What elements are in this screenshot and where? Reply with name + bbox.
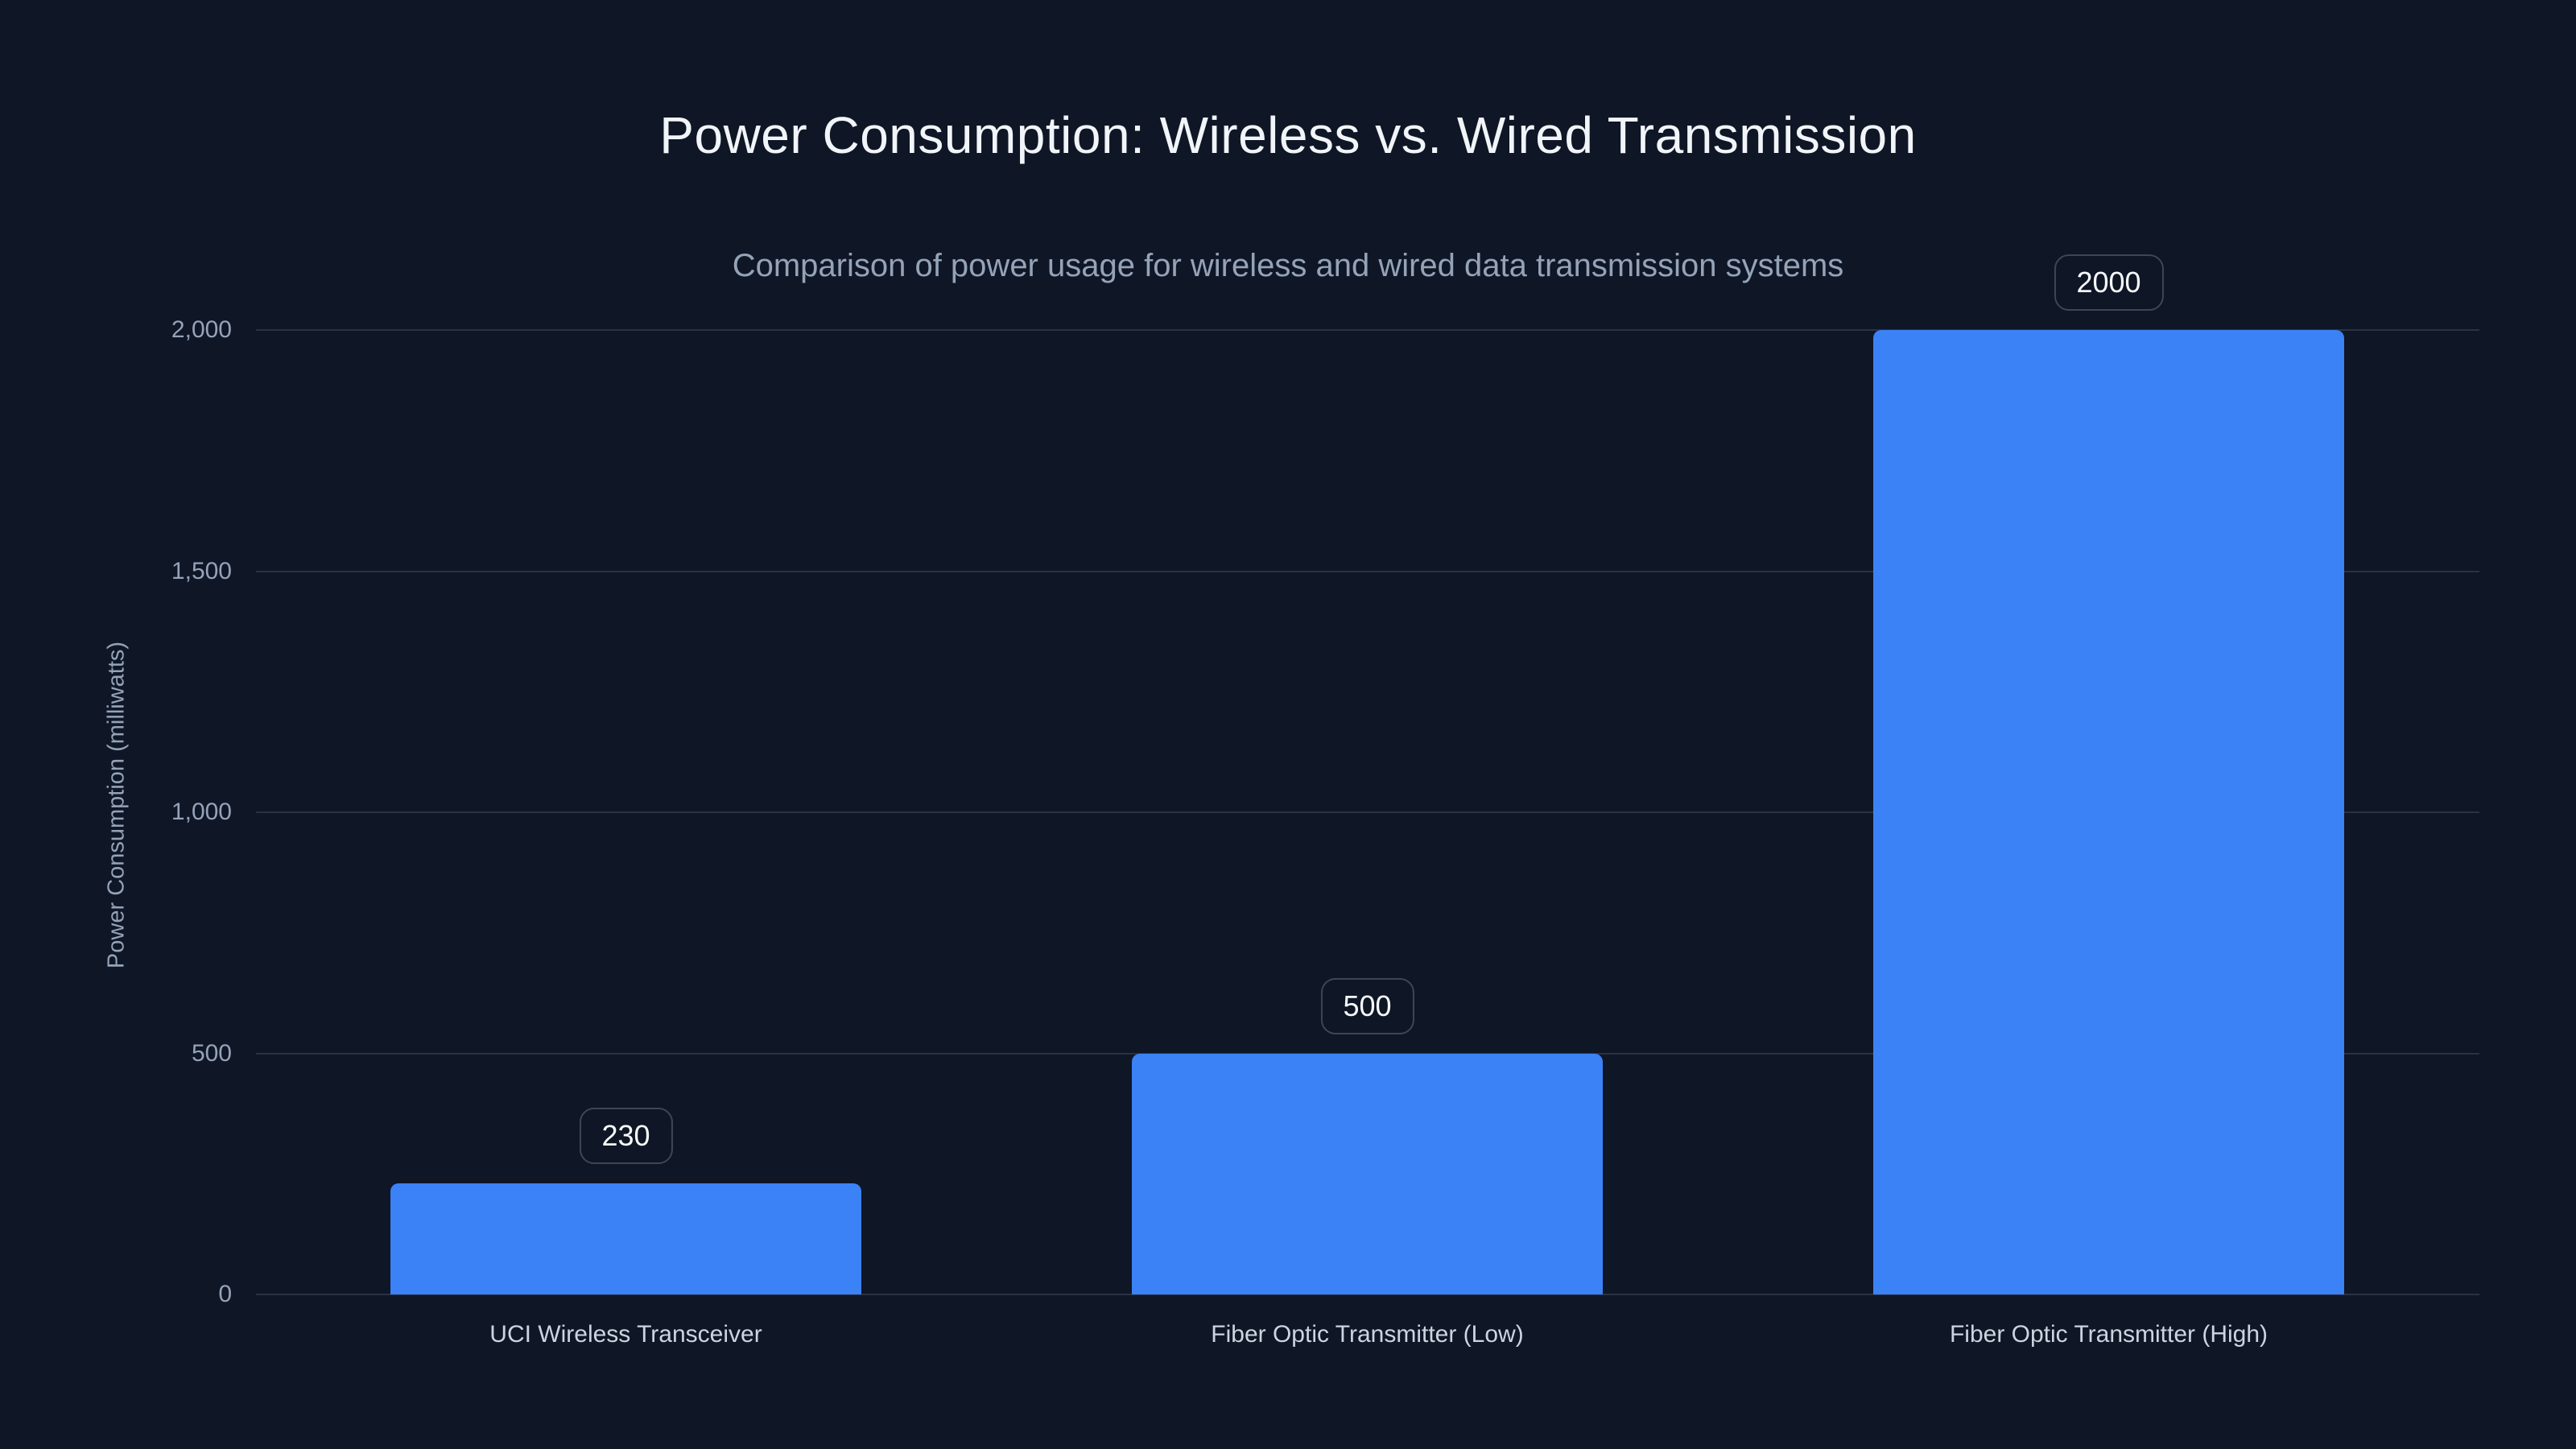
value-label: 2000 bbox=[2054, 254, 2164, 311]
bar-fiber-optic-transmitter-low[interactable] bbox=[1132, 1053, 1603, 1294]
y-tick-label: 1,500 bbox=[171, 557, 232, 584]
x-axis-label: Fiber Optic Transmitter (Low) bbox=[1211, 1321, 1524, 1348]
gridline bbox=[256, 811, 2479, 813]
bars-layer: 230 500 2000 bbox=[256, 254, 2479, 1294]
chart-subtitle: Comparison of power usage for wireless a… bbox=[732, 248, 1844, 283]
x-axis: UCI Wireless Transceiver Fiber Optic Tra… bbox=[256, 1320, 2479, 1368]
y-axis-title: Power Consumption (milliwatts) bbox=[103, 641, 130, 969]
bar-group: 500 bbox=[1132, 330, 1603, 1294]
plot-area: 230 500 2000 0 500 1,000 1,500 2,000 bbox=[171, 254, 2479, 1307]
bar-group: 230 bbox=[390, 330, 861, 1294]
y-tick-label: 2,000 bbox=[171, 316, 232, 343]
y-tick-label: 1,000 bbox=[171, 799, 232, 825]
gridline bbox=[256, 570, 2479, 572]
gridline bbox=[256, 1294, 2479, 1295]
value-label: 230 bbox=[579, 1108, 673, 1165]
bar-uci-wireless-transceiver[interactable] bbox=[390, 1183, 861, 1294]
chart-title: Power Consumption: Wireless vs. Wired Tr… bbox=[659, 106, 1917, 164]
x-axis-label: UCI Wireless Transceiver bbox=[489, 1321, 762, 1348]
gridline bbox=[256, 329, 2479, 331]
y-tick-label: 0 bbox=[218, 1281, 232, 1307]
bar-fiber-optic-transmitter-high[interactable] bbox=[1873, 330, 2344, 1294]
y-tick-label: 500 bbox=[191, 1039, 232, 1067]
x-axis-label: Fiber Optic Transmitter (High) bbox=[1949, 1321, 2268, 1348]
value-label: 500 bbox=[1320, 977, 1414, 1034]
bar-group: 2000 bbox=[1873, 254, 2344, 1294]
